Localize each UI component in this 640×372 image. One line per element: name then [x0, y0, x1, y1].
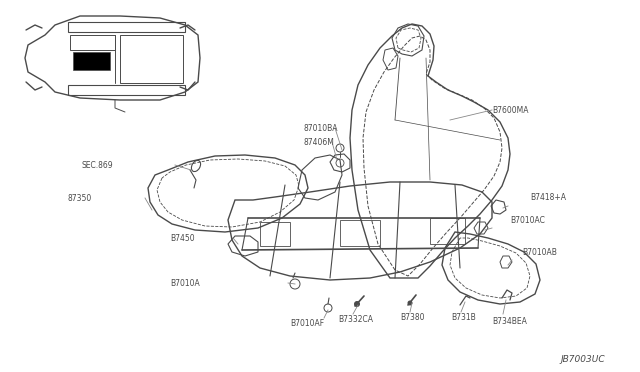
Text: 87406M: 87406M — [303, 138, 334, 147]
Text: B7450: B7450 — [170, 234, 195, 243]
Text: B7332CA: B7332CA — [338, 315, 373, 324]
Polygon shape — [73, 52, 110, 70]
Circle shape — [408, 301, 413, 305]
Circle shape — [354, 301, 360, 307]
Text: B7380: B7380 — [400, 314, 424, 323]
Text: B734BEA: B734BEA — [492, 317, 527, 327]
Text: 87010BA: 87010BA — [303, 124, 337, 132]
Text: B7010AF: B7010AF — [290, 320, 324, 328]
Text: 87350: 87350 — [68, 193, 92, 202]
Text: JB7003UC: JB7003UC — [560, 356, 605, 365]
Text: B7010AC: B7010AC — [510, 215, 545, 224]
Text: B7010AB: B7010AB — [522, 247, 557, 257]
Text: B7418+A: B7418+A — [530, 192, 566, 202]
Text: B7600MA: B7600MA — [492, 106, 529, 115]
Text: B7010A: B7010A — [170, 279, 200, 288]
Text: SEC.869: SEC.869 — [82, 160, 114, 170]
Text: B731B: B731B — [451, 314, 476, 323]
